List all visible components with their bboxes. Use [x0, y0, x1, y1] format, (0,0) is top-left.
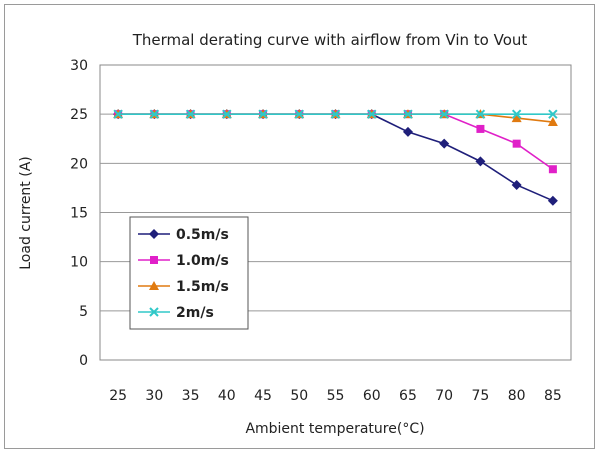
data-point [403, 109, 413, 119]
data-point [294, 109, 304, 119]
legend-entry: 1.5m/s [138, 279, 229, 295]
data-point [512, 139, 521, 148]
x-tick-label: 65 [399, 388, 417, 404]
data-point [258, 109, 268, 119]
x-tick-label: 30 [145, 388, 163, 404]
y-tick-label: 10 [70, 255, 88, 271]
derating-chart: Thermal derating curve with airflow from… [18, 31, 572, 437]
data-point [439, 138, 450, 149]
x-axis-label: Ambient temperature(°C) [245, 421, 424, 437]
x-tick-label: 25 [109, 388, 127, 404]
x-tick-label: 55 [327, 388, 345, 404]
x-tick-label: 50 [290, 388, 308, 404]
x-tick-label: 85 [544, 388, 562, 404]
legend-entry: 0.5m/s [138, 227, 229, 243]
series-lines [113, 109, 558, 206]
data-point [113, 109, 123, 119]
data-point [185, 109, 196, 119]
data-point [149, 229, 159, 239]
chart-title: Thermal derating curve with airflow from… [132, 31, 528, 49]
x-tick-label: 45 [254, 388, 272, 404]
data-point [511, 113, 522, 123]
data-point [547, 195, 558, 206]
data-point [402, 126, 413, 137]
y-tick-labels: 0 5 10 15 20 25 30 [70, 58, 88, 369]
data-point [475, 156, 486, 167]
x-tick-label: 35 [182, 388, 200, 404]
y-tick-label: 5 [79, 304, 88, 320]
data-point [511, 109, 522, 119]
data-point [222, 109, 232, 119]
x-tick-label: 75 [472, 388, 490, 404]
y-axis-label: Load current (A) [18, 156, 34, 270]
x-tick-label: 40 [218, 388, 236, 404]
x-tick-label: 80 [508, 388, 526, 404]
data-point [439, 109, 449, 119]
x-tick-label: 60 [363, 388, 381, 404]
data-point [511, 179, 522, 190]
chart-frame: Thermal derating curve with airflow from… [4, 4, 595, 449]
x-tick-labels: 25 30 35 40 45 50 55 60 65 70 75 80 85 [109, 388, 562, 404]
legend: 0.5m/s 1.0m/s 1.5m/s 2m/s [129, 216, 249, 330]
y-tick-label: 0 [79, 353, 88, 369]
data-point [548, 165, 557, 174]
data-point [149, 281, 159, 290]
x-tick-label: 70 [435, 388, 453, 404]
data-point [475, 109, 486, 119]
data-point [330, 109, 341, 119]
data-point [367, 109, 377, 119]
legend-entry: 2m/s [138, 305, 214, 321]
legend-entry: 1.0m/s [138, 253, 229, 269]
data-point [476, 124, 485, 133]
data-point [547, 117, 558, 127]
legend-label: 1.5m/s [176, 279, 229, 295]
legend-label: 0.5m/s [176, 227, 229, 243]
y-tick-label: 20 [70, 156, 88, 172]
data-point [149, 307, 159, 317]
y-tick-label: 30 [70, 58, 88, 74]
y-tick-label: 15 [70, 206, 88, 222]
data-point [150, 256, 158, 264]
legend-box [129, 216, 249, 330]
legend-label: 1.0m/s [176, 253, 229, 269]
data-point [548, 109, 558, 119]
legend-label: 2m/s [176, 305, 214, 321]
y-tick-label: 25 [70, 107, 88, 123]
data-point [149, 109, 160, 119]
